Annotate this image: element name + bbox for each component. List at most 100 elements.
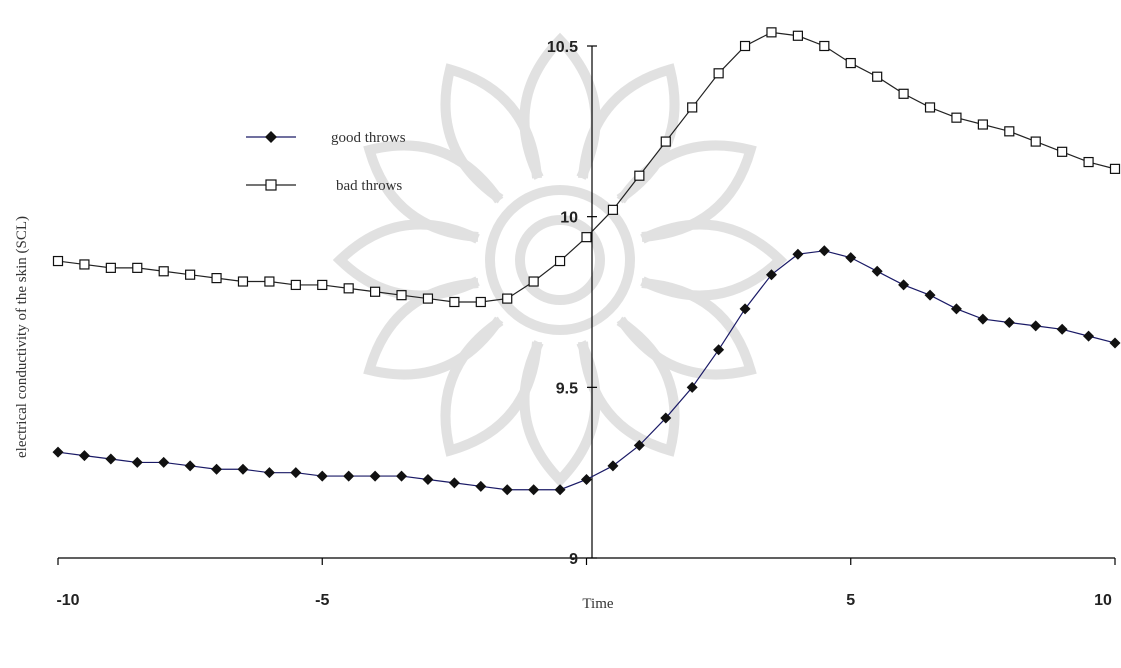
y-axis-label: electrical conductivity of the skin (SCL… <box>14 216 30 458</box>
data-point <box>502 293 513 304</box>
axes: -10 -5 5 10 9 9.5 10 10.5 <box>56 39 1116 609</box>
data-point <box>686 381 698 393</box>
data-point <box>739 303 751 315</box>
data-point <box>765 269 777 281</box>
data-point <box>1083 330 1095 342</box>
data-point <box>766 27 777 38</box>
y-tick-label: 10.5 <box>547 39 578 56</box>
data-point <box>131 456 143 468</box>
data-point <box>263 467 275 479</box>
data-point <box>554 484 566 496</box>
data-point <box>370 286 381 297</box>
data-point <box>1004 126 1015 137</box>
data-point <box>528 276 539 287</box>
watermark-petal <box>440 316 543 457</box>
data-point <box>1003 316 1015 328</box>
data-point <box>607 460 619 472</box>
data-point <box>845 252 857 264</box>
data-point <box>871 265 883 277</box>
data-point <box>819 40 830 52</box>
data-point <box>818 245 830 257</box>
x-axis-label: Time <box>582 596 613 612</box>
data-point <box>1030 320 1042 332</box>
y-tick-label: 10 <box>560 210 578 227</box>
y-ticks: 9 9.5 10 10.5 <box>547 39 597 568</box>
watermark-emblem <box>332 32 788 488</box>
data-point <box>475 480 487 492</box>
data-point <box>211 463 223 475</box>
data-point <box>924 289 936 301</box>
data-point <box>739 40 751 52</box>
data-point <box>951 112 962 123</box>
data-point <box>528 484 540 496</box>
legend-label-good-throws: good throws <box>331 130 406 146</box>
data-point <box>924 102 936 113</box>
legend-label-bad-throws: bad throws <box>336 178 402 194</box>
y-tick-label: 9.5 <box>556 380 578 397</box>
data-point <box>1056 323 1068 335</box>
data-point <box>158 266 169 277</box>
legend-item-good-throws: good throws <box>246 130 406 146</box>
data-point <box>396 290 407 301</box>
data-point <box>343 283 354 294</box>
data-point <box>52 446 64 458</box>
series-layer <box>52 27 1121 496</box>
data-point <box>290 467 302 479</box>
data-point <box>581 473 592 485</box>
watermark-petal <box>616 140 757 243</box>
data-point <box>105 453 117 465</box>
x-tick-label: -10 <box>56 592 79 609</box>
data-point <box>977 119 988 130</box>
data-point <box>132 262 143 273</box>
data-point <box>184 460 196 472</box>
x-ticks: -10 -5 5 10 <box>56 558 1116 609</box>
series-bad-throws <box>52 27 1121 308</box>
data-point <box>845 57 856 69</box>
x-tick-label: -5 <box>315 592 329 609</box>
data-point <box>950 303 962 315</box>
data-point <box>1057 146 1068 157</box>
data-point <box>211 273 222 284</box>
data-point <box>607 204 619 215</box>
legend-item-bad-throws: bad throws <box>246 178 402 194</box>
data-point <box>237 276 249 287</box>
data-point <box>501 484 513 496</box>
data-point <box>449 296 460 308</box>
data-point <box>660 136 671 147</box>
data-point <box>713 344 725 356</box>
data-point <box>79 259 90 270</box>
data-point <box>237 463 249 475</box>
legend-marker-good-throws <box>265 131 277 143</box>
watermark-petal <box>616 277 757 380</box>
data-point <box>634 170 645 181</box>
data-point <box>898 88 909 99</box>
data-point <box>422 293 434 304</box>
series-good-throws <box>52 245 1121 496</box>
data-point <box>713 68 724 79</box>
data-point <box>792 248 804 260</box>
data-point <box>1109 337 1121 349</box>
data-point <box>316 470 328 482</box>
data-point <box>872 71 883 82</box>
data-point <box>422 473 434 485</box>
data-point <box>105 262 116 273</box>
data-point <box>1109 163 1121 174</box>
data-point <box>448 477 460 489</box>
data-point <box>1030 136 1041 147</box>
data-point <box>185 269 196 280</box>
data-point <box>898 279 910 291</box>
y-tick-label: 9 <box>569 551 578 568</box>
data-point <box>554 255 566 267</box>
data-point <box>158 456 170 468</box>
data-point <box>78 450 90 462</box>
data-point <box>977 313 989 325</box>
data-point <box>52 255 64 267</box>
data-point <box>317 279 328 291</box>
watermark-petal <box>577 63 680 204</box>
data-point <box>290 279 301 291</box>
data-point <box>343 470 355 482</box>
legend-marker-bad-throws <box>265 179 277 191</box>
data-point <box>581 232 592 243</box>
data-point <box>687 102 698 113</box>
